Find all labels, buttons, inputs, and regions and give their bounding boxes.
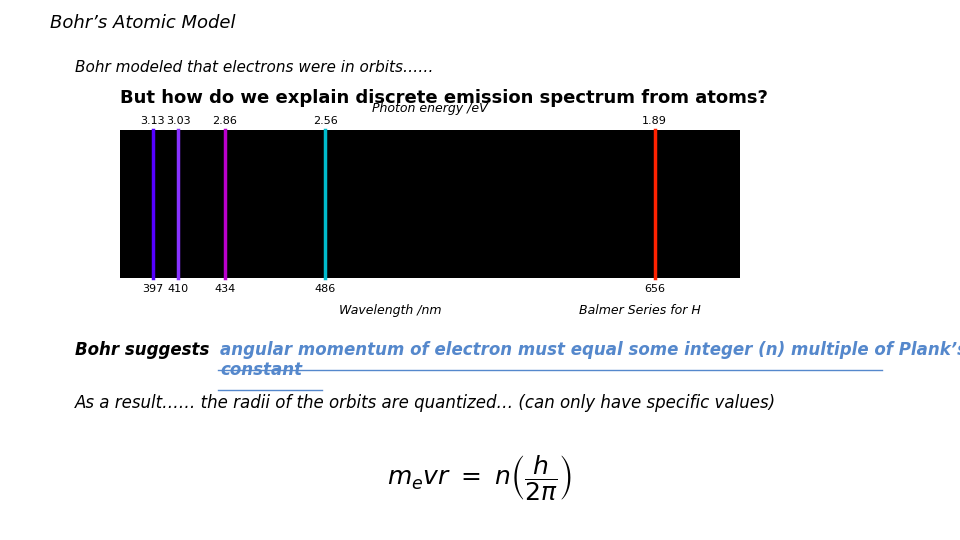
Text: 2.86: 2.86 (212, 116, 237, 126)
Text: 2.56: 2.56 (313, 116, 338, 126)
Text: 434: 434 (214, 284, 235, 294)
Text: Bohr suggests: Bohr suggests (75, 341, 215, 359)
Text: 656: 656 (644, 284, 665, 294)
Text: Photon energy /eV: Photon energy /eV (372, 102, 488, 115)
Text: But how do we explain discrete emission spectrum from atoms?: But how do we explain discrete emission … (120, 89, 768, 107)
Text: 486: 486 (315, 284, 336, 294)
Text: 410: 410 (168, 284, 189, 294)
Text: 397: 397 (142, 284, 163, 294)
Text: Bohr’s Atomic Model: Bohr’s Atomic Model (50, 14, 235, 32)
Text: 3.03: 3.03 (166, 116, 190, 126)
Text: Bohr modeled that electrons were in orbits……: Bohr modeled that electrons were in orbi… (75, 60, 434, 75)
Text: 3.13: 3.13 (140, 116, 165, 126)
Text: $m_e vr \ = \ n\left(\dfrac{h}{2\pi}\right)$: $m_e vr \ = \ n\left(\dfrac{h}{2\pi}\rig… (388, 454, 572, 503)
Text: Wavelength /nm: Wavelength /nm (339, 304, 442, 317)
Text: angular momentum of electron must equal some integer (n) multiple of Plank’s: angular momentum of electron must equal … (220, 341, 960, 359)
Text: As a result…… the radii of the orbits are quantized… (can only have specific val: As a result…… the radii of the orbits ar… (75, 394, 776, 412)
Bar (120, 130, 740, 278)
Text: 1.89: 1.89 (642, 116, 667, 126)
Text: constant: constant (220, 361, 302, 379)
Text: Balmer Series for H: Balmer Series for H (579, 304, 701, 317)
